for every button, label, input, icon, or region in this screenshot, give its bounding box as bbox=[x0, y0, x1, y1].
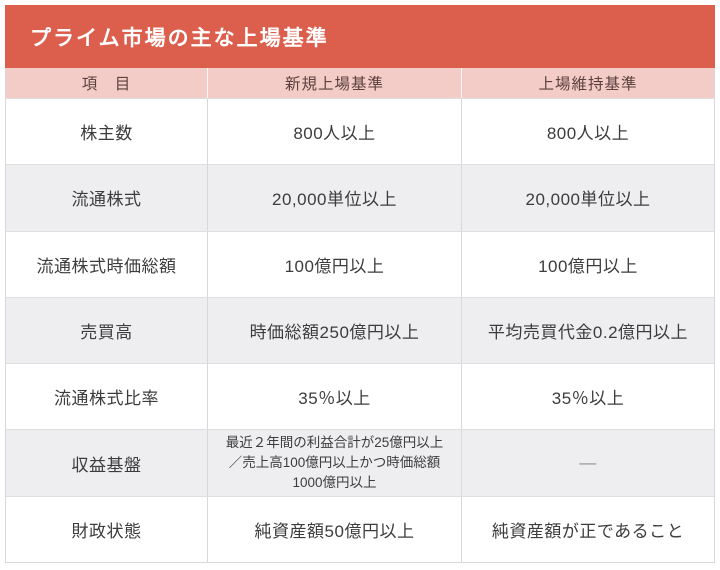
cell-item: 流通株式時価総額 bbox=[6, 231, 208, 297]
cell-maintain-criteria: 35％以上 bbox=[551, 389, 625, 409]
cell-maintain-criteria: 20,000単位以上 bbox=[525, 190, 651, 210]
table-row-financial-condition: 財政状態 純資産額50億円以上 純資産額が正であること bbox=[6, 496, 714, 562]
column-header-item: 項 目 bbox=[6, 68, 208, 98]
table-row-tradable-shares: 流通株式 20,000単位以上 20,000単位以上 bbox=[6, 165, 714, 232]
cell-new-criteria: 100億円以上 bbox=[208, 231, 462, 297]
cell-item: 売買高 bbox=[6, 297, 208, 364]
cell-new-criteria: 20,000単位以上 bbox=[208, 165, 462, 231]
cell-new-criteria: 純資産額50億円以上 bbox=[208, 496, 462, 562]
table-row-tradable-market-cap: 流通株式時価総額 100億円以上 100億円以上 bbox=[6, 231, 714, 298]
cell-maintain-criteria: 800人以上 bbox=[546, 124, 630, 144]
table-row-tradable-share-ratio: 流通株式比率 35％以上 35％以上 bbox=[6, 364, 714, 431]
cell-maintain-criteria: 100億円以上 bbox=[538, 256, 638, 276]
cell-maintain-criteria: 純資産額が正であること bbox=[491, 521, 685, 541]
table-row-earnings-base: 収益基盤 最近２年間の利益合計が25億円以上 ／売上高100億円以上かつ時価総額… bbox=[6, 430, 714, 497]
table-row-shareholders: 株主数 800人以上 800人以上 bbox=[6, 99, 714, 166]
table-header-row: 項 目 新規上場基準 上場維持基準 bbox=[6, 68, 714, 99]
column-header-new-listing: 新規上場基準 bbox=[208, 68, 462, 98]
cell-item: 収益基盤 bbox=[6, 430, 208, 496]
cell-new-criteria: 最近２年間の利益合計が25億円以上 ／売上高100億円以上かつ時価総額 1000… bbox=[208, 430, 462, 496]
cell-new-criteria: 時価総額250億円以上 bbox=[208, 297, 462, 364]
cell-item: 株主数 bbox=[6, 99, 208, 165]
cell-maintain-criteria: — bbox=[579, 453, 597, 473]
table-title: プライム市場の主な上場基準 bbox=[30, 26, 329, 50]
criteria-table: 項 目 新規上場基準 上場維持基準 株主数 800人以上 800人以上 流通株式… bbox=[5, 68, 715, 563]
column-header-maintain-listing: 上場維持基準 bbox=[538, 76, 638, 93]
title-bar: プライム市場の主な上場基準 bbox=[5, 5, 715, 68]
table-row-trading-volume: 売買高 時価総額250億円以上 平均売買代金0.2億円以上 bbox=[6, 297, 714, 365]
cell-new-criteria: 800人以上 bbox=[208, 99, 462, 165]
cell-new-criteria: 35％以上 bbox=[208, 364, 462, 430]
table-body: 株主数 800人以上 800人以上 流通株式 20,000単位以上 20,000… bbox=[6, 99, 714, 562]
cell-item: 財政状態 bbox=[6, 496, 208, 562]
cell-item: 流通株式 bbox=[6, 165, 208, 231]
criteria-table-panel: プライム市場の主な上場基準 項 目 新規上場基準 上場維持基準 株主数 800人… bbox=[5, 5, 715, 563]
cell-maintain-criteria: 平均売買代金0.2億円以上 bbox=[487, 322, 689, 342]
cell-item: 流通株式比率 bbox=[6, 364, 208, 430]
